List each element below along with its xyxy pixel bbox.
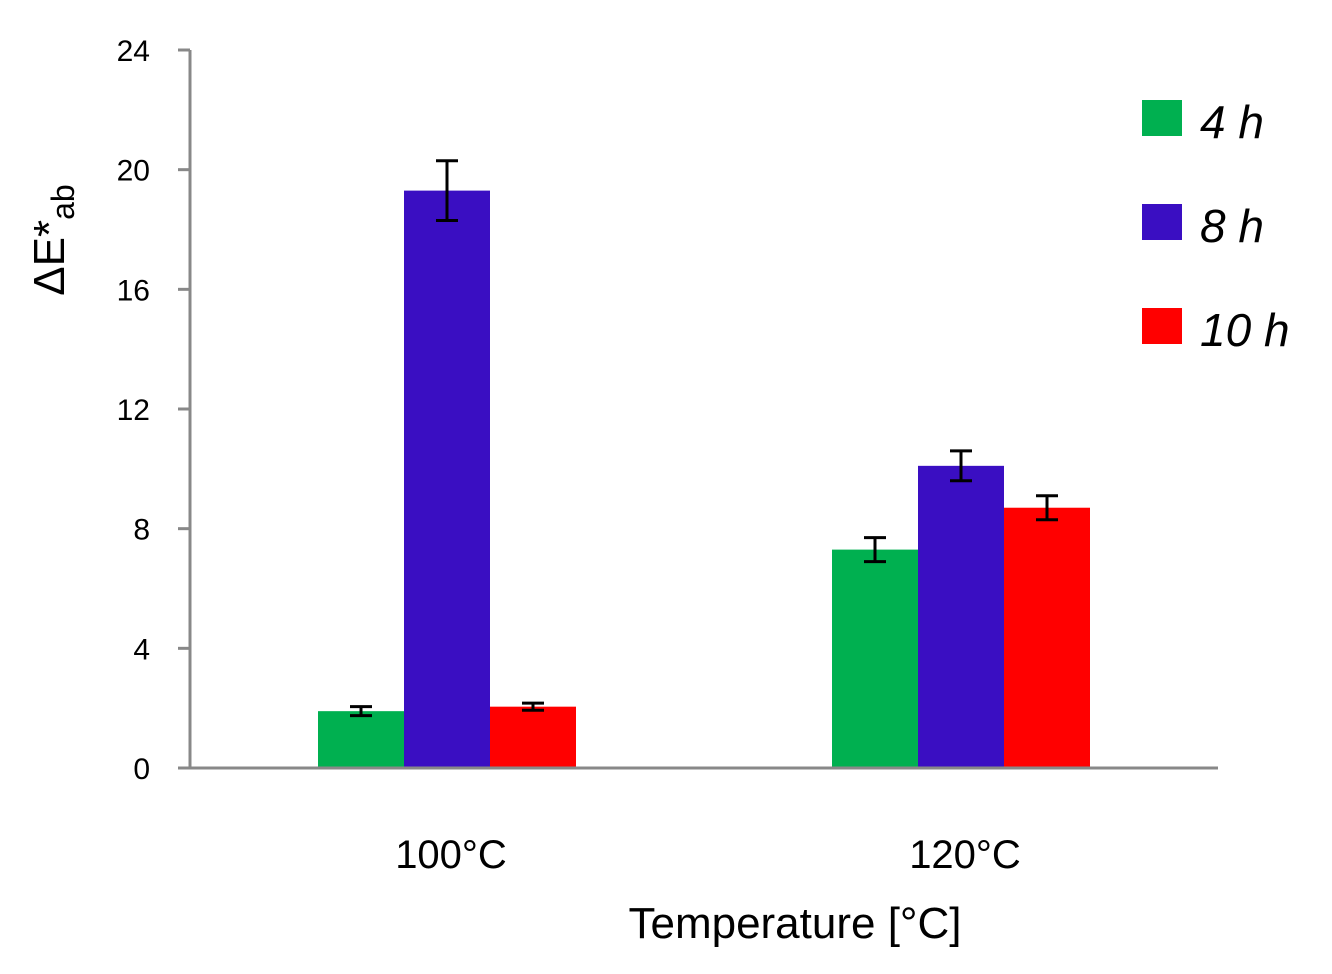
legend-item: 4 h: [1142, 96, 1264, 148]
y-tick-label: 8: [133, 514, 150, 547]
error-bar: [950, 449, 972, 483]
bar-10h-1: [490, 706, 576, 768]
legend-swatch: [1142, 204, 1182, 240]
y-axis-title-main: ΔE*: [25, 220, 74, 296]
y-tick-label: 16: [117, 274, 150, 307]
y-axis-title: ΔE*ab: [25, 184, 81, 295]
error-bar: [350, 705, 372, 718]
y-tick-label: 20: [117, 155, 150, 188]
error-bar: [522, 701, 544, 712]
error-bar: [864, 536, 886, 564]
x-axis-labels: 100°C 120°C: [395, 833, 1021, 877]
legend-label: 4 h: [1200, 96, 1264, 148]
x-category-label: 100°C: [395, 833, 507, 877]
legend-item: 10 h: [1142, 304, 1290, 356]
y-axis-title-subscript: ab: [45, 184, 81, 220]
legend-label: 8 h: [1200, 200, 1264, 252]
error-bars-group: [350, 159, 1058, 718]
error-bar: [1036, 494, 1058, 522]
bar-4h-2: [832, 549, 918, 768]
legend-swatch: [1142, 100, 1182, 136]
x-category-label: 120°C: [909, 833, 1021, 877]
bar-8h-1: [404, 190, 490, 768]
error-bar: [436, 159, 458, 223]
legend-swatch: [1142, 308, 1182, 344]
y-axis-ticks: 0 4 8 12 16 20 24: [117, 35, 190, 786]
y-tick-label: 24: [117, 35, 150, 68]
bar-8h-2: [918, 465, 1004, 768]
legend-label: 10 h: [1200, 304, 1290, 356]
bars-group: [318, 190, 1090, 768]
y-tick-label: 12: [117, 394, 150, 427]
legend: 4 h 8 h 10 h: [1142, 96, 1290, 356]
bar-10h-2: [1004, 507, 1090, 768]
y-tick-label: 4: [133, 633, 150, 666]
x-axis-title: Temperature [°C]: [628, 899, 961, 948]
legend-item: 8 h: [1142, 200, 1264, 252]
bar-4h-1: [318, 711, 404, 768]
y-tick-label: 0: [133, 753, 150, 786]
